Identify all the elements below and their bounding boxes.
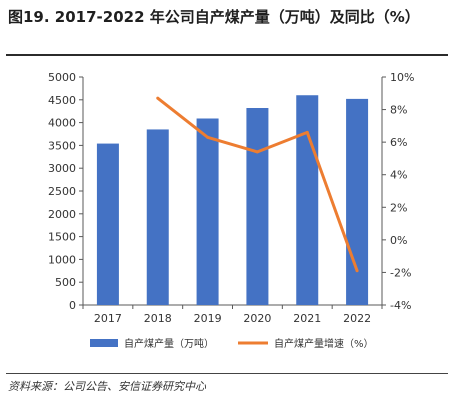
source-note: 资料来源：公司公告、安信证券研究中心 xyxy=(8,380,206,393)
line-point xyxy=(255,150,259,154)
bar-production xyxy=(246,108,269,306)
y-left-tick-label: 4500 xyxy=(48,94,76,107)
y-right-tick-label: 2% xyxy=(390,201,407,214)
x-tick-label: 2022 xyxy=(343,312,371,325)
title-divider xyxy=(6,54,448,56)
bar-production xyxy=(96,143,119,305)
chart-title: 图19. 2017-2022 年公司自产煤产量（万吨）及同比（%） xyxy=(8,8,420,26)
x-tick-label: 2019 xyxy=(194,312,222,325)
bar-production xyxy=(296,95,319,306)
y-left-tick-label: 1500 xyxy=(48,231,76,244)
bar-production xyxy=(346,98,369,305)
legend-label-bar: 自产煤产量（万吨） xyxy=(124,337,214,350)
y-right-tick-label: 6% xyxy=(390,136,407,149)
y-left-tick-label: 500 xyxy=(55,276,76,289)
y-right-tick-label: 4% xyxy=(390,169,407,182)
line-point xyxy=(206,135,210,139)
y-left-tick-label: 2500 xyxy=(48,185,76,198)
y-right-tick-label: 10% xyxy=(390,71,414,84)
y-left-tick-label: 3500 xyxy=(48,139,76,152)
y-right-tick-label: 8% xyxy=(390,104,407,117)
y-left-tick-label: 4000 xyxy=(48,117,76,130)
y-right-tick-label: -2% xyxy=(390,266,411,279)
x-tick-label: 2017 xyxy=(94,312,122,325)
legend-swatch-bar xyxy=(90,339,118,347)
line-point xyxy=(355,269,359,273)
source-divider xyxy=(6,373,448,374)
x-tick-label: 2021 xyxy=(293,312,321,325)
y-left-tick-label: 3000 xyxy=(48,162,76,175)
line-point xyxy=(156,96,160,100)
x-tick-label: 2020 xyxy=(243,312,271,325)
bar-production xyxy=(196,118,219,305)
y-left-tick-label: 1000 xyxy=(48,253,76,266)
x-tick-label: 2018 xyxy=(144,312,172,325)
y-right-tick-label: -4% xyxy=(390,299,411,312)
y-right-tick-label: 0% xyxy=(390,234,407,247)
y-left-tick-label: 5000 xyxy=(48,71,76,84)
y-left-tick-label: 2000 xyxy=(48,208,76,221)
legend-label-line: 自产煤产量增速（%） xyxy=(274,337,374,350)
y-left-tick-label: 0 xyxy=(69,299,76,312)
bar-production xyxy=(146,129,169,305)
line-point xyxy=(305,130,309,134)
